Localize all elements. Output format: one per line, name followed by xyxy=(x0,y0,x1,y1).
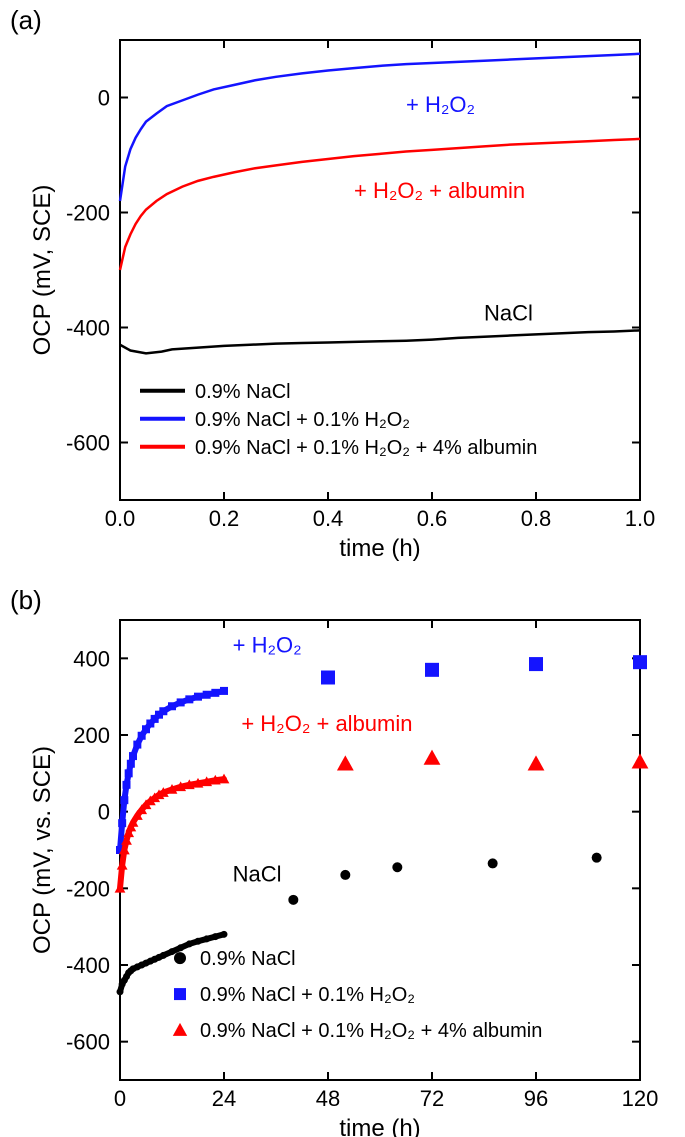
annotation: + H₂O₂ xyxy=(233,633,302,658)
series-nacl xyxy=(120,330,640,353)
legend-label: 0.9% NaCl + 0.1% H₂O₂ + 4% albumin xyxy=(195,437,537,459)
svg-text:0.8: 0.8 xyxy=(521,506,552,531)
svg-text:0: 0 xyxy=(114,1086,126,1111)
annotation: NaCl xyxy=(233,861,282,886)
svg-text:48: 48 xyxy=(316,1086,340,1111)
svg-text:time (h): time (h) xyxy=(339,1115,420,1137)
svg-text:-400: -400 xyxy=(66,316,110,341)
panel-a-chart: 0.0 0.2 0.4 0.6 0.8 1.0 -600 -400 -200 0 time (h) O… xyxy=(0,0,685,570)
svg-text:0.2: 0.2 xyxy=(209,506,240,531)
annotation: + H₂O₂ + albumin xyxy=(241,711,412,736)
svg-text:0.0: 0.0 xyxy=(105,506,136,531)
legend-label: 0.9% NaCl xyxy=(195,381,291,403)
svg-text:400: 400 xyxy=(73,646,110,671)
legend-label: 0.9% NaCl xyxy=(200,948,296,970)
figure: (a) (b) 0.00.20.40.60.81.0-600-400-2000t… xyxy=(0,0,685,1137)
legend-label: 0.9% NaCl + 0.1% H₂O₂ xyxy=(195,409,410,431)
annotation: NaCl xyxy=(484,301,533,326)
svg-text:72: 72 xyxy=(420,1086,444,1111)
legend-label: 0.9% NaCl + 0.1% H₂O₂ xyxy=(200,984,415,1006)
annotation: + H₂O₂ xyxy=(406,92,475,117)
svg-text:24: 24 xyxy=(212,1086,236,1111)
svg-text:0: 0 xyxy=(98,800,110,825)
svg-text:-600: -600 xyxy=(66,431,110,456)
svg-text:96: 96 xyxy=(524,1086,548,1111)
svg-text:0: 0 xyxy=(98,86,110,111)
svg-text:-400: -400 xyxy=(66,953,110,978)
series-nacl_h2o2_albumin xyxy=(120,139,640,270)
svg-text:200: 200 xyxy=(73,723,110,748)
svg-text:0.4: 0.4 xyxy=(313,506,344,531)
svg-text:0.6: 0.6 xyxy=(417,506,448,531)
legend-label: 0.9% NaCl + 0.1% H₂O₂ + 4% albumin xyxy=(200,1020,542,1042)
panel-b-chart: 0 24 48 72 96 120 -600 -400 -200 0 200 400 time (h) O… xyxy=(0,570,685,1137)
annotation: + H₂O₂ + albumin xyxy=(354,178,525,203)
svg-text:time (h): time (h) xyxy=(339,535,420,562)
svg-text:OCP (mV, vs. SCE): OCP (mV, vs. SCE) xyxy=(29,746,56,954)
svg-text:OCP (mV, SCE): OCP (mV, SCE) xyxy=(29,185,56,356)
svg-text:1.0: 1.0 xyxy=(625,506,656,531)
dense-series-albumin_dense xyxy=(120,779,224,888)
svg-text:120: 120 xyxy=(622,1086,659,1111)
svg-text:-600: -600 xyxy=(66,1030,110,1055)
svg-text:-200: -200 xyxy=(66,201,110,226)
svg-text:-200: -200 xyxy=(66,876,110,901)
